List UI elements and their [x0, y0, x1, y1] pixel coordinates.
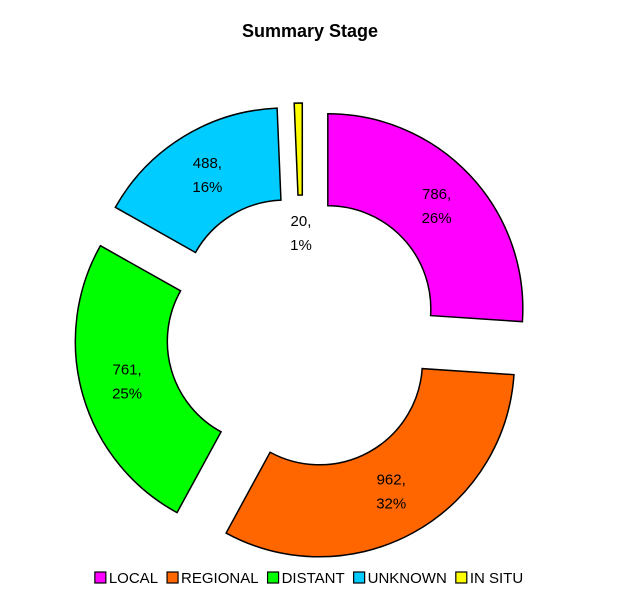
donut-segment — [293, 102, 304, 196]
donut-segment — [114, 107, 282, 254]
data-label: 761, 25% — [112, 361, 142, 402]
data-label-line: 1% — [290, 237, 312, 254]
legend-swatch — [266, 571, 280, 584]
data-label-line: 25% — [112, 385, 142, 402]
data-label-line: 20, — [291, 213, 312, 230]
donut-segment — [74, 244, 223, 514]
legend-label: LOCAL — [109, 570, 158, 587]
data-label: 786, 26% — [422, 186, 452, 227]
legend-label: REGIONAL — [181, 570, 259, 587]
data-label: 20, 1% — [290, 213, 312, 254]
donut-segment — [327, 113, 524, 323]
legend: LOCAL REGIONAL DISTANT UNKNOWN IN SITU — [94, 570, 523, 587]
legend-label: DISTANT — [282, 570, 345, 587]
chart-title: Summary Stage — [242, 21, 378, 41]
donut-segment — [225, 367, 515, 558]
data-label-line: 786, — [422, 186, 451, 203]
data-label: 962, 32% — [376, 471, 406, 512]
legend-label: IN SITU — [470, 570, 523, 587]
data-label-line: 962, — [377, 471, 406, 488]
legend-swatch — [455, 571, 468, 584]
legend-label: UNKNOWN — [368, 570, 447, 587]
legend-swatch — [94, 571, 107, 584]
legend-swatch — [353, 571, 366, 584]
data-label-line: 16% — [192, 179, 222, 196]
legend-swatch — [166, 571, 179, 584]
data-label: 488, 16% — [192, 155, 222, 196]
data-label-line: 488, — [193, 155, 222, 172]
data-label-line: 32% — [376, 495, 406, 512]
data-label-line: 761, — [113, 361, 142, 378]
data-label-line: 26% — [422, 210, 452, 227]
